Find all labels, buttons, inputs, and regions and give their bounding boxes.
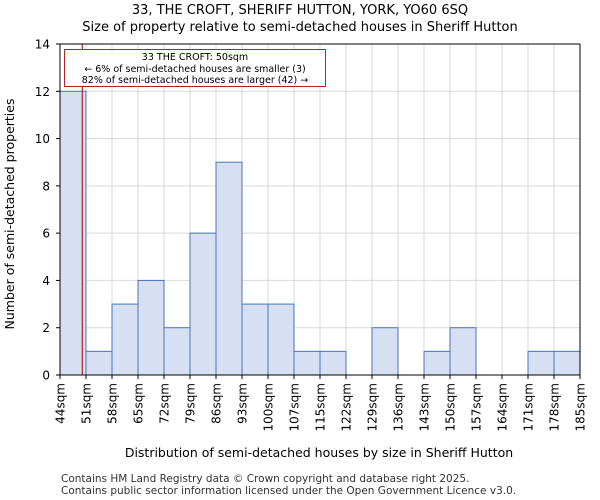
- x-tick-label: 150sqm: [444, 383, 458, 431]
- y-tick-label: 14: [35, 38, 50, 52]
- histogram-bar: [449, 327, 477, 376]
- y-tick-label: 8: [42, 179, 50, 193]
- x-tick-label: 86sqm: [210, 383, 224, 424]
- y-tick-label: 12: [35, 85, 50, 99]
- histogram-bar: [527, 350, 555, 376]
- y-tick-label: 0: [42, 369, 50, 383]
- chart-title: Size of property relative to semi-detach…: [82, 20, 518, 35]
- y-tick-label: 10: [35, 132, 50, 146]
- x-tick-label: 171sqm: [522, 383, 536, 431]
- x-axis-label: Distribution of semi-detached houses by …: [125, 445, 513, 460]
- footer-licence: Contains public sector information licen…: [61, 485, 517, 497]
- chart-title-address: 33, THE CROFT, SHERIFF HUTTON, YORK, YO6…: [131, 3, 469, 18]
- x-tick-label: 58sqm: [106, 383, 120, 424]
- x-tick-label: 93sqm: [236, 383, 250, 424]
- histogram-bar: [267, 303, 295, 376]
- x-tick-label: 185sqm: [574, 383, 588, 431]
- x-tick-label: 65sqm: [132, 383, 146, 424]
- x-tick-label: 129sqm: [366, 383, 380, 431]
- histogram-bar: [137, 279, 165, 376]
- footer-copyright: Contains HM Land Registry data © Crown c…: [61, 473, 470, 485]
- x-tick-label: 122sqm: [340, 383, 354, 431]
- histogram-bar: [293, 350, 321, 376]
- histogram-bar: [163, 327, 191, 376]
- x-tick-label: 157sqm: [470, 383, 484, 431]
- x-tick-label: 100sqm: [262, 383, 276, 431]
- annotation-box: 33 THE CROFT: 50sqm ← 6% of semi-detache…: [64, 49, 326, 87]
- y-tick-label: 4: [42, 274, 50, 288]
- x-tick-label: 143sqm: [418, 383, 432, 431]
- histogram-bar: [371, 327, 399, 376]
- histogram-bar: [553, 350, 581, 376]
- x-tick-label: 44sqm: [54, 383, 68, 424]
- x-tick-label: 51sqm: [80, 383, 94, 424]
- x-tick-label: 178sqm: [548, 383, 562, 431]
- histogram-bar: [215, 161, 243, 376]
- y-tick-label: 2: [42, 321, 50, 335]
- annotation-property: 33 THE CROFT: 50sqm: [141, 52, 249, 63]
- y-tick-label: 6: [42, 227, 50, 241]
- x-tick-label: 164sqm: [496, 383, 510, 431]
- x-tick-label: 115sqm: [314, 383, 328, 431]
- axis-layer: 0 2 4 6 8 10 12 14 44sqm 51sqm 58sqm 65sqm 72sqm 79sq…: [35, 38, 588, 432]
- histogram-bar: [85, 350, 113, 376]
- x-tick-label: 136sqm: [392, 383, 406, 431]
- histogram-bar: [319, 350, 347, 376]
- annotation-smaller: ← 6% of semi-detached houses are smaller…: [84, 63, 306, 75]
- x-tick-label: 72sqm: [158, 383, 172, 424]
- histogram-bar: [241, 303, 269, 376]
- histogram-chart: 0 2 4 6 8 10 12 14 44sqm 51sqm 58sqm 65sqm 72sqm 79sq…: [2, 38, 588, 461]
- annotation-larger: 82% of semi-detached houses are larger (…: [81, 75, 309, 86]
- histogram-bar: [189, 232, 217, 376]
- histogram-bar: [111, 303, 139, 376]
- bar-layer: [59, 90, 581, 376]
- x-tick-label: 79sqm: [184, 383, 198, 424]
- x-tick-label: 107sqm: [288, 383, 302, 431]
- histogram-bar: [423, 350, 451, 376]
- y-axis-label: Number of semi-detached properties: [2, 99, 17, 330]
